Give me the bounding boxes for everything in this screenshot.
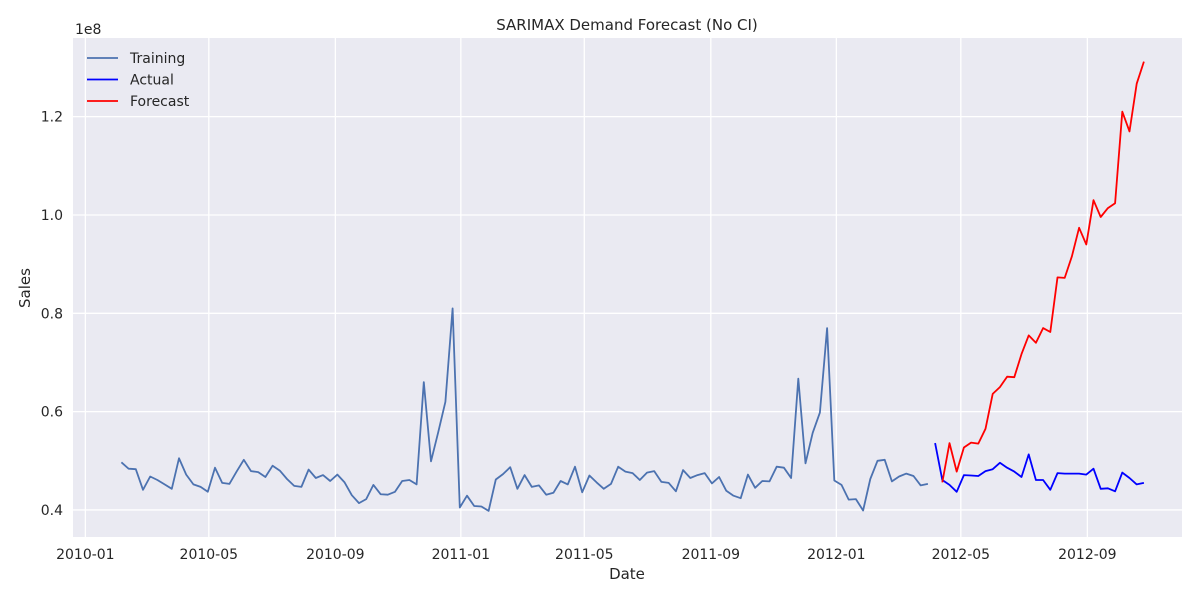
y-axis-offset-label: 1e8 — [75, 22, 101, 38]
x-tick-label: 2012-09 — [1058, 547, 1117, 563]
x-axis-label: Date — [609, 565, 645, 583]
x-tick-label: 2011-01 — [432, 547, 491, 563]
chart-title: SARIMAX Demand Forecast (No CI) — [496, 16, 758, 34]
training-series-line — [120, 307, 929, 512]
legend-label-forecast: Forecast — [130, 94, 190, 110]
plot-area — [73, 38, 1182, 537]
legend-label-actual: Actual — [130, 73, 174, 89]
x-tick-label: 2010-09 — [306, 547, 365, 563]
actual-series-line — [934, 442, 1145, 493]
series-lines — [120, 61, 1145, 512]
legend: Training Actual Forecast — [87, 51, 190, 110]
y-axis-label: Sales — [16, 268, 34, 308]
forecast-series-line — [941, 61, 1145, 483]
x-tick-label: 2010-01 — [56, 547, 115, 563]
y-tick-label: 0.6 — [41, 405, 63, 421]
x-tick-label: 2011-09 — [682, 547, 741, 563]
x-tick-label: 2011-05 — [555, 547, 614, 563]
x-tick-label: 2012-05 — [932, 547, 991, 563]
x-tick-label: 2010-05 — [180, 547, 239, 563]
y-tick-label: 0.8 — [41, 306, 63, 322]
x-tick-label: 2012-01 — [807, 547, 866, 563]
y-axis-ticks: 0.4 0.6 0.8 1.0 1.2 — [41, 110, 63, 519]
gridlines — [73, 38, 1182, 537]
legend-label-training: Training — [129, 51, 185, 67]
y-tick-label: 1.2 — [41, 110, 63, 126]
x-axis-ticks: 2010-01 2010-05 2010-09 2011-01 2011-05 2011-… — [56, 547, 1117, 563]
y-tick-label: 0.4 — [41, 503, 63, 519]
y-tick-label: 1.0 — [41, 208, 63, 224]
